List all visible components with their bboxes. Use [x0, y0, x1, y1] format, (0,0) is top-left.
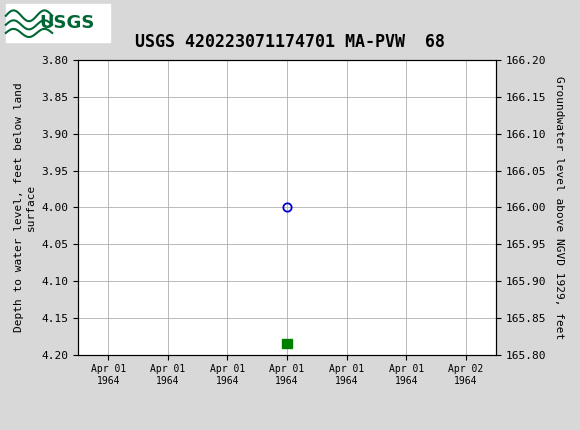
- Y-axis label: Groundwater level above NGVD 1929, feet: Groundwater level above NGVD 1929, feet: [554, 76, 564, 339]
- Text: USGS: USGS: [39, 14, 95, 31]
- Bar: [282, 339, 292, 348]
- Text: USGS 420223071174701 MA-PVW  68: USGS 420223071174701 MA-PVW 68: [135, 33, 445, 51]
- Y-axis label: Depth to water level, feet below land
surface: Depth to water level, feet below land su…: [14, 83, 36, 332]
- FancyBboxPatch shape: [6, 3, 110, 42]
